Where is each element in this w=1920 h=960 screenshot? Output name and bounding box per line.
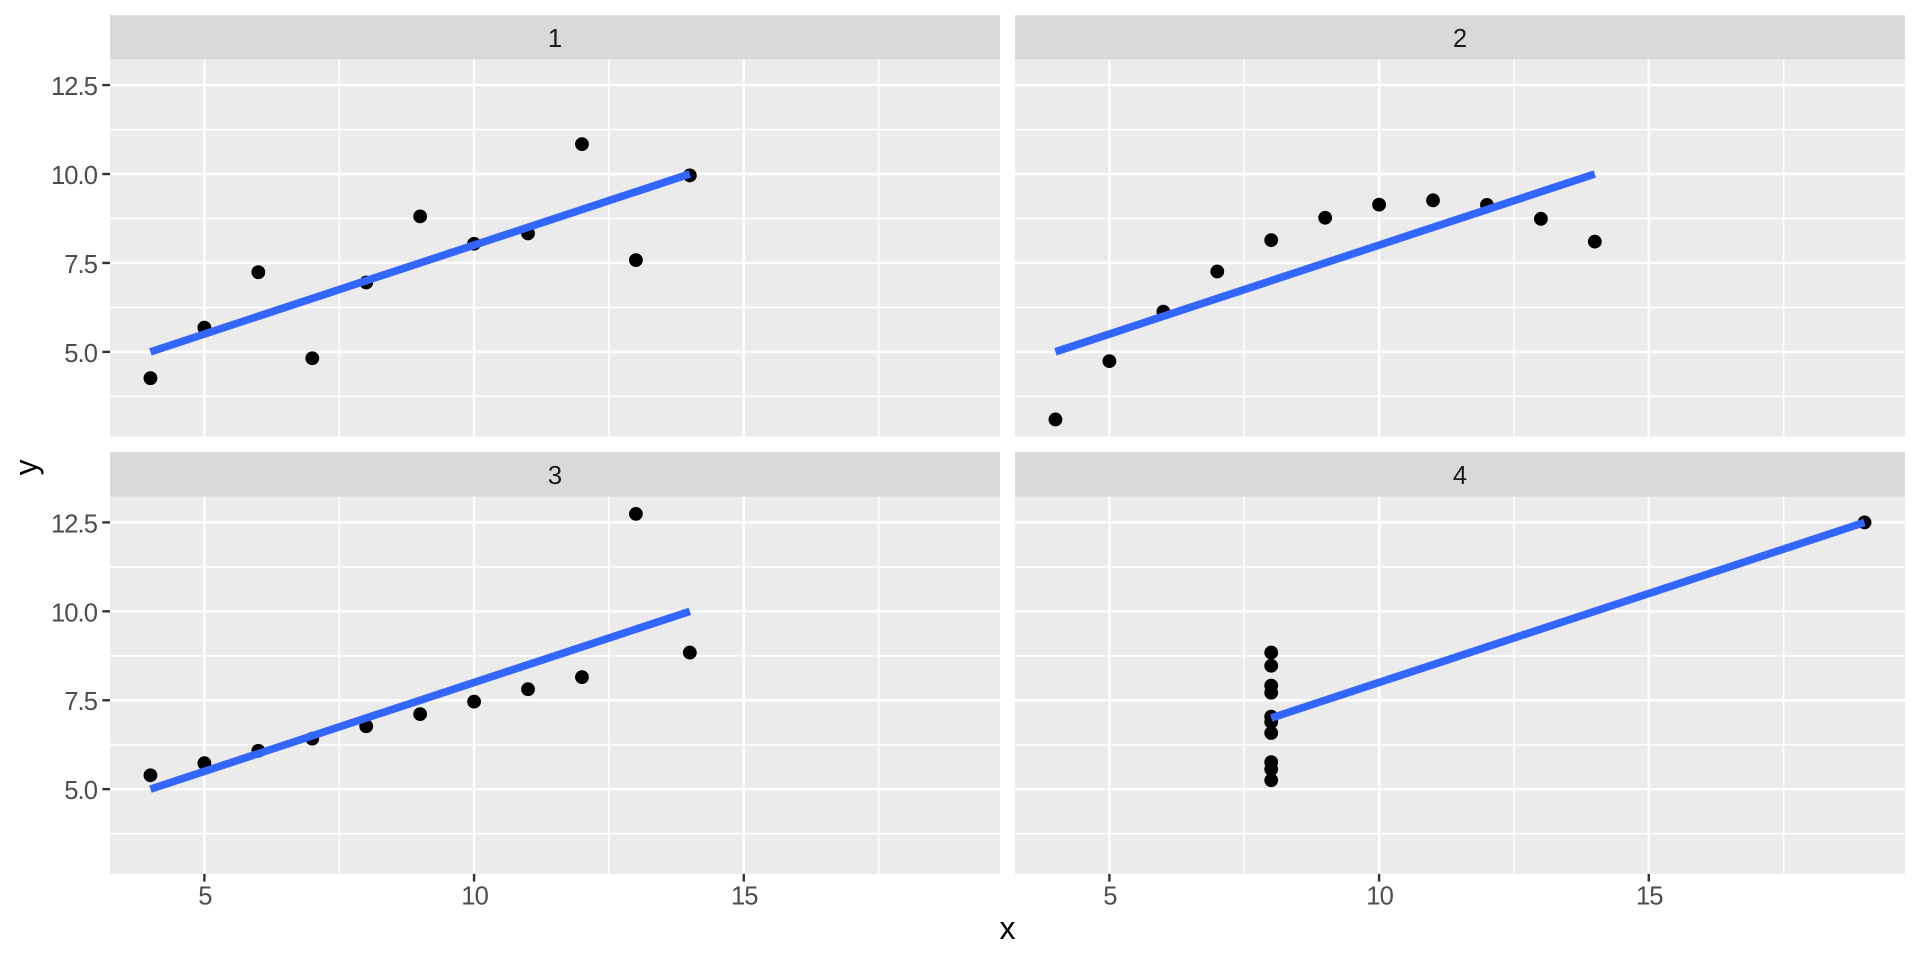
svg-text:12.5: 12.5: [51, 510, 98, 538]
svg-text:15: 15: [1636, 883, 1663, 911]
svg-text:7.5: 7.5: [64, 688, 97, 716]
svg-text:5.0: 5.0: [64, 777, 97, 805]
svg-text:15: 15: [731, 883, 758, 911]
svg-text:10: 10: [461, 883, 488, 911]
svg-text:x: x: [1000, 910, 1016, 946]
svg-text:10.0: 10.0: [51, 162, 98, 190]
svg-text:3: 3: [548, 462, 562, 490]
svg-text:7.5: 7.5: [64, 251, 97, 279]
svg-text:y: y: [8, 459, 44, 475]
svg-text:4: 4: [1453, 462, 1467, 490]
svg-text:10.0: 10.0: [51, 599, 98, 627]
svg-text:5.0: 5.0: [64, 340, 97, 368]
svg-text:12.5: 12.5: [51, 73, 98, 101]
svg-text:2: 2: [1453, 25, 1467, 53]
svg-text:10: 10: [1366, 883, 1393, 911]
svg-text:1: 1: [548, 25, 562, 53]
svg-text:5: 5: [198, 883, 212, 911]
svg-text:5: 5: [1103, 883, 1117, 911]
